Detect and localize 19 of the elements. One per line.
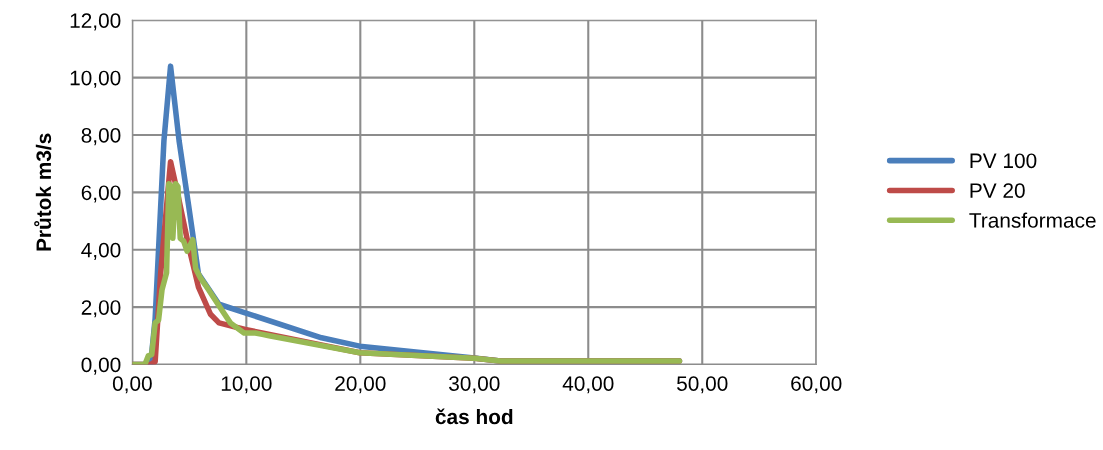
x-tick-label: 0,00 — [112, 376, 152, 394]
y-tick-label: 4,00 — [81, 242, 121, 260]
legend-label: Transformace — [969, 212, 1096, 228]
y-tick-label: 2,00 — [81, 300, 121, 318]
y-tick-label: 8,00 — [81, 128, 121, 146]
y-axis-title: Průtok m3/s — [34, 133, 52, 251]
y-tick-label: 12,00 — [70, 13, 121, 31]
x-tick-label: 20,00 — [335, 376, 386, 394]
y-tick-label: 10,00 — [70, 70, 121, 88]
legend-label: PV 20 — [970, 183, 1025, 198]
y-tick-label: 0,00 — [81, 357, 121, 375]
x-axis-title: čas hod — [435, 408, 513, 425]
x-tick-label: 60,00 — [791, 376, 842, 394]
x-tick-label: 40,00 — [562, 376, 614, 394]
x-tick-label: 50,00 — [677, 376, 728, 394]
y-tick-label: 6,00 — [81, 185, 121, 203]
x-tick-label: 30,00 — [449, 376, 500, 394]
legend-label: PV 100 — [970, 153, 1037, 169]
x-tick-label: 10,00 — [221, 376, 272, 394]
